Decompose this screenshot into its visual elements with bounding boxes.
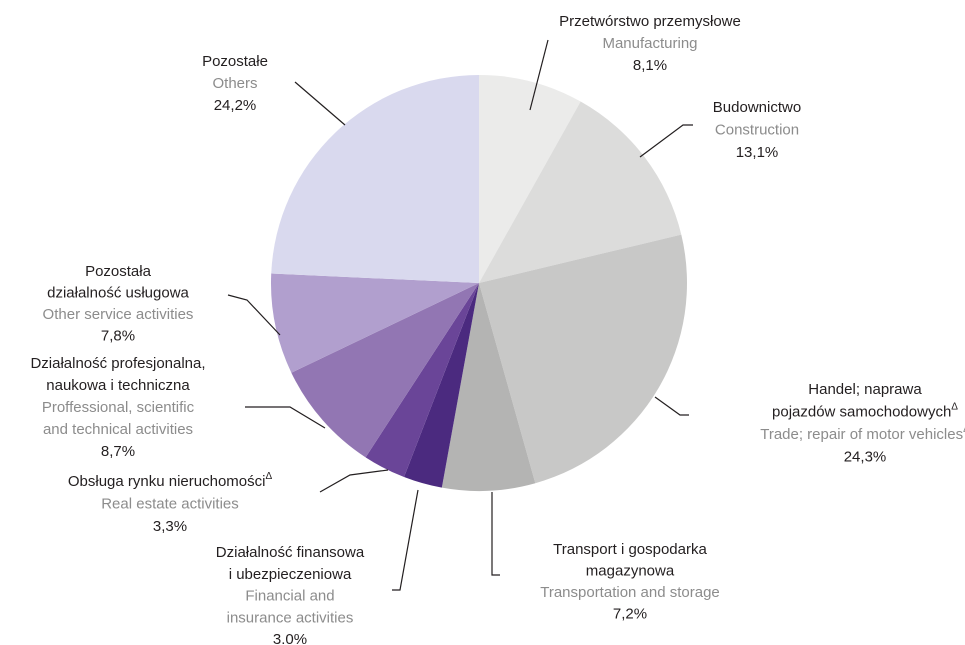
pie-slice: [404, 283, 479, 488]
label-pl: Pozostałe: [202, 53, 268, 70]
label-en: Construction: [715, 121, 799, 138]
pie-slice: [271, 75, 479, 283]
leader-line: [654, 396, 689, 416]
label-en: Other service activities: [43, 306, 194, 323]
label-en: and technical activities: [43, 421, 193, 438]
label-pl: Działalność profesjonalna,: [30, 355, 205, 372]
value-label: 13,1%: [736, 144, 779, 161]
label-pl: Działalność finansowa: [216, 544, 365, 561]
label-pl: działalność usługowa: [47, 284, 189, 301]
leader-line: [245, 406, 326, 429]
label-en: Proffessional, scientific: [42, 399, 195, 416]
label-en: Transportation and storage: [540, 584, 720, 601]
label-en: Financial and: [245, 588, 334, 605]
label-en: Real estate activities: [101, 495, 239, 512]
label-en: Trade; repair of motor vehiclesΔ: [760, 424, 965, 443]
label-en: insurance activities: [227, 609, 354, 626]
pie-slice: [479, 101, 682, 283]
label-pl: magazynowa: [586, 562, 675, 579]
label-pl: Przetwórstwo przemysłowe: [559, 13, 741, 30]
value-label: 24,3%: [844, 448, 887, 465]
label-pl: Pozostała: [85, 263, 152, 280]
pie-slice: [271, 273, 479, 373]
leader-line: [392, 489, 419, 591]
pie-slice: [365, 283, 479, 478]
leader-line: [491, 492, 500, 576]
pie-slice: [291, 283, 479, 458]
value-label: 3,3%: [153, 518, 187, 535]
label-pl: naukowa i techniczna: [46, 377, 190, 394]
label-pl: i ubezpieczeniowa: [229, 566, 352, 583]
leader-line: [294, 81, 346, 126]
label-en: Others: [212, 75, 257, 92]
label-pl: Obsługa rynku nieruchomościΔ: [68, 471, 273, 490]
value-label: 3.0%: [273, 631, 307, 645]
value-label: 8,1%: [633, 57, 667, 74]
pie-slice: [479, 75, 581, 283]
pie-slice: [441, 283, 536, 492]
label-pl: Budownictwo: [713, 99, 801, 116]
label-en: Manufacturing: [602, 35, 697, 52]
value-label: 24,2%: [214, 97, 257, 114]
leader-line: [529, 39, 549, 111]
leader-line: [227, 294, 281, 336]
value-label: 7,2%: [613, 605, 647, 622]
label-pl: pojazdów samochodowychΔ: [772, 401, 958, 420]
pie-slice: [479, 234, 687, 484]
label-pl: Transport i gospodarka: [553, 541, 707, 558]
leader-line: [319, 469, 389, 493]
value-label: 8,7%: [101, 443, 135, 460]
label-pl: Handel; naprawa: [808, 381, 922, 398]
value-label: 7,8%: [101, 327, 135, 344]
leader-line: [639, 124, 693, 158]
